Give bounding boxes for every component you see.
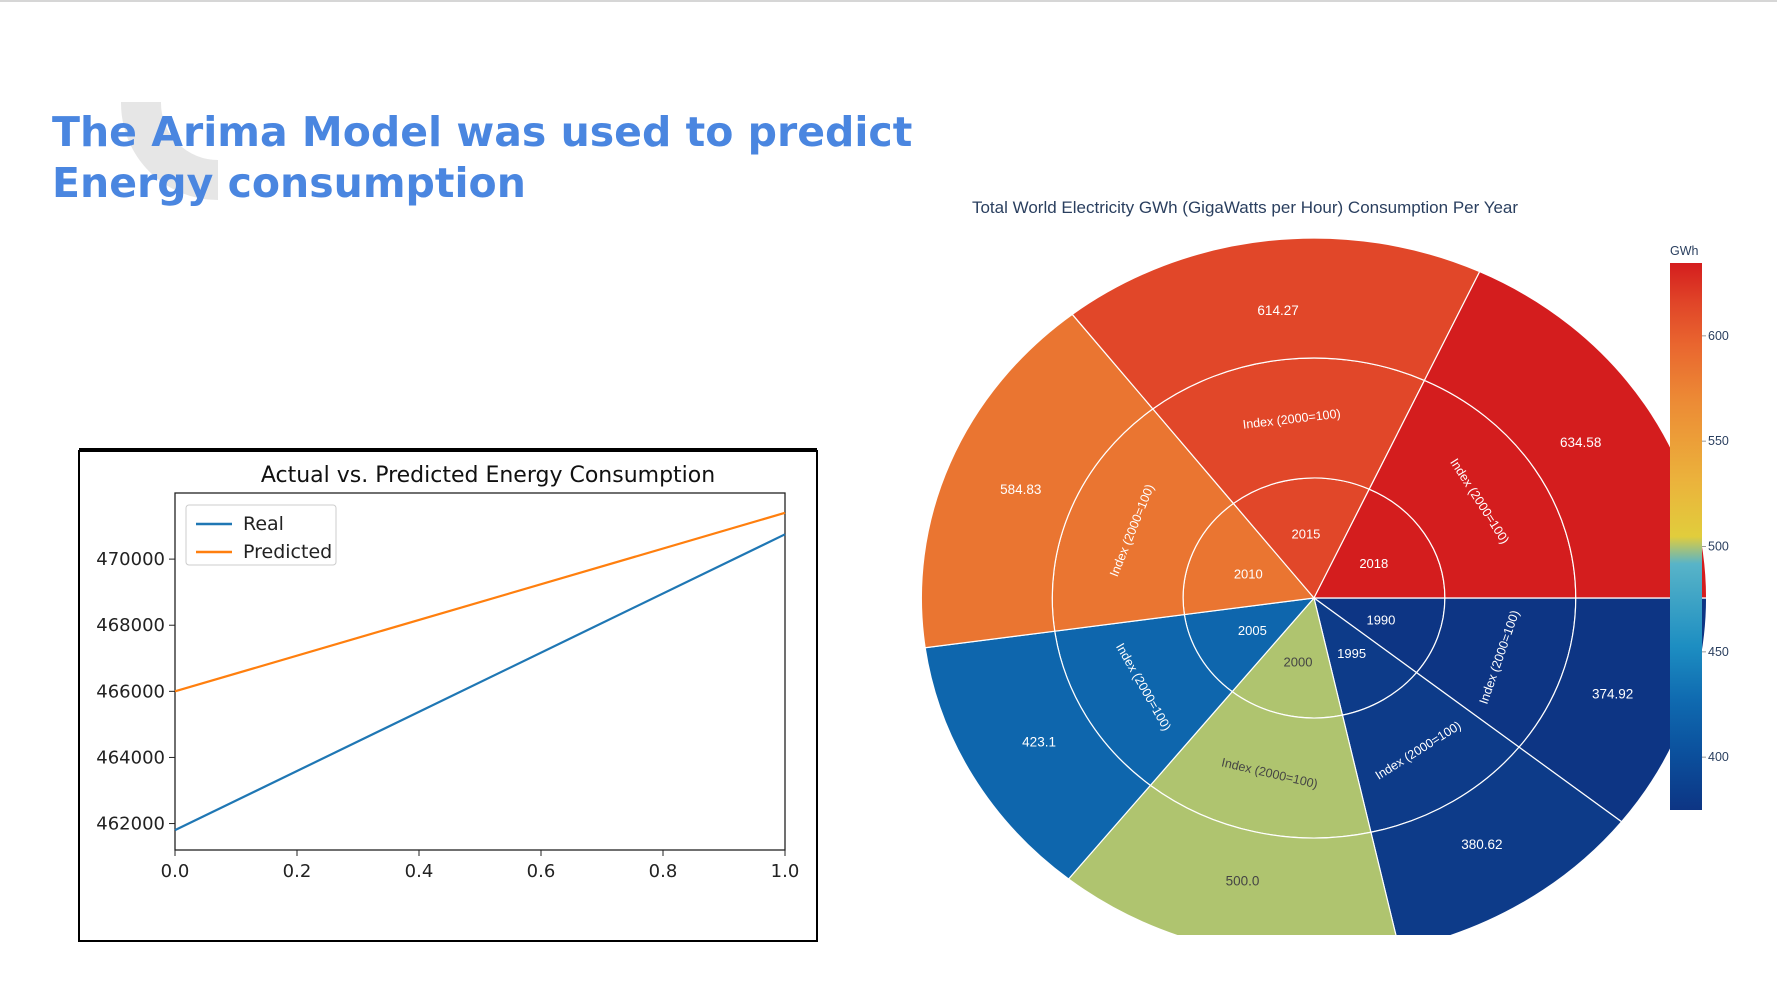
year-label: 1990 <box>1366 612 1395 627</box>
year-label: 2018 <box>1359 556 1388 571</box>
colorbar-title: GWh <box>1670 244 1699 258</box>
ring-3-segment <box>1370 746 1623 935</box>
sunburst-chart: Total World Electricity GWh (GigaWatts p… <box>920 198 1729 935</box>
line-chart-title: Actual vs. Predicted Energy Consumption <box>261 463 715 488</box>
outer-value-label: 584.83 <box>1000 482 1041 497</box>
y-tick-label: 464000 <box>96 747 165 768</box>
outer-value-label: 500.0 <box>1226 873 1260 888</box>
outer-value-label: 380.62 <box>1461 837 1502 852</box>
colorbar-tick-label: 400 <box>1708 750 1729 764</box>
x-tick-label: 0.6 <box>527 861 556 882</box>
year-label: 2015 <box>1291 526 1320 541</box>
outer-value-label: 614.27 <box>1257 303 1298 318</box>
colorbar-tick-label: 600 <box>1708 329 1729 343</box>
y-tick-label: 462000 <box>96 814 165 835</box>
colorbar-tick-label: 550 <box>1708 434 1729 448</box>
year-label: 2000 <box>1284 654 1313 669</box>
plot-area <box>174 492 786 851</box>
decorative-arc-shape <box>121 102 218 254</box>
series-line-real <box>174 533 786 832</box>
x-tick-label: 1.0 <box>771 861 800 882</box>
x-tick-label: 0.2 <box>283 861 312 882</box>
colorbar-tick-label: 500 <box>1708 540 1729 554</box>
x-tick-label: 0.4 <box>405 861 434 882</box>
x-tick-label: 0.8 <box>649 861 678 882</box>
legend-label-real: Real <box>243 513 284 535</box>
series-line-predicted <box>174 511 786 693</box>
legend: Real Predicted <box>185 504 337 566</box>
y-tick-label: 468000 <box>96 615 165 636</box>
sunburst-title: Total World Electricity GWh (GigaWatts p… <box>972 198 1518 217</box>
line-chart: Actual vs. Predicted Energy Consumption 0… <box>78 448 818 942</box>
legend-box <box>185 504 337 566</box>
colorbar <box>1670 263 1702 810</box>
outer-value-label: 374.92 <box>1592 686 1633 701</box>
outer-value-label: 634.58 <box>1560 435 1601 450</box>
y-tick-label: 466000 <box>96 681 165 702</box>
top-rule <box>0 0 1777 2</box>
sector-1990: 1990 Index (2000=100) 374.92 <box>1312 597 1708 823</box>
outer-value-label: 423.1 <box>1022 734 1056 749</box>
colorbar-tick-label: 450 <box>1708 645 1729 659</box>
year-label: 2005 <box>1238 623 1267 638</box>
slide-title: The Arima Model was used to predict Ener… <box>52 108 913 207</box>
year-label: 1995 <box>1337 646 1366 661</box>
ring-3-segment <box>1071 237 1481 410</box>
line-chart-top-bar <box>79 448 817 452</box>
year-label: 2010 <box>1234 567 1263 582</box>
ring-3-segment <box>1423 270 1708 599</box>
y-tick-label: 470000 <box>96 549 165 570</box>
legend-label-predicted: Predicted <box>243 541 332 563</box>
x-tick-label: 0.0 <box>161 861 190 882</box>
